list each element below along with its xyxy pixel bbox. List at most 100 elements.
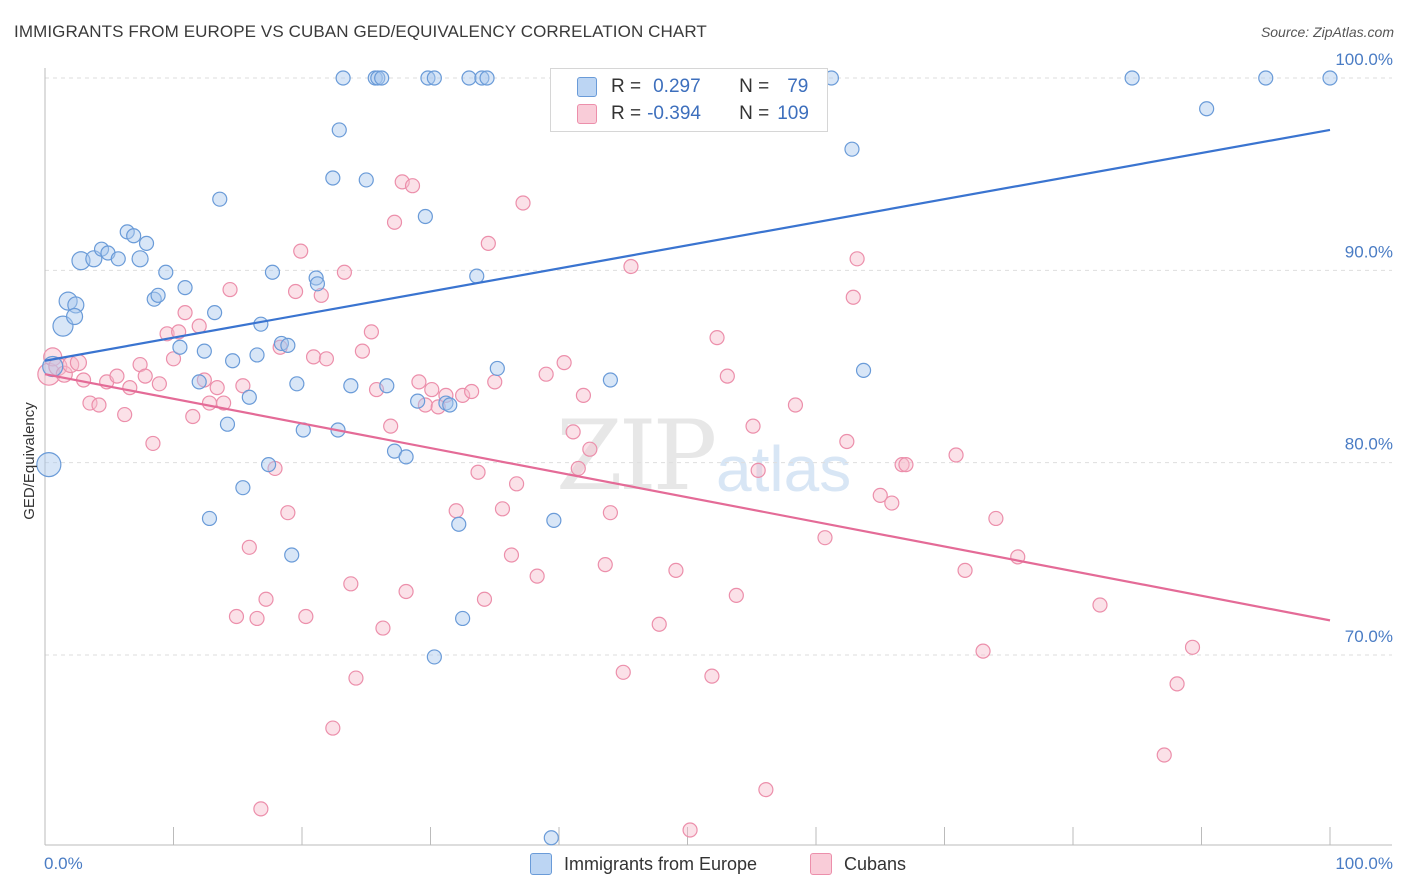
point-europe — [461, 70, 477, 86]
point-cubans — [122, 380, 138, 396]
bottom-legend-label-europe: Immigrants from Europe — [564, 853, 758, 874]
series-immigrants-from-europe — [36, 70, 1338, 846]
point-europe — [455, 610, 471, 627]
point-cubans — [651, 616, 667, 632]
point-europe — [131, 250, 149, 268]
point-europe — [212, 191, 228, 207]
x-tick-label-min: 0.0% — [44, 854, 83, 873]
point-cubans — [417, 397, 433, 413]
bottom-legend-swatch-blue — [530, 853, 552, 875]
point-cubans — [177, 305, 193, 321]
point-europe — [374, 70, 390, 86]
point-europe — [36, 451, 62, 478]
point-cubans — [191, 318, 207, 334]
point-cubans — [898, 456, 914, 473]
point-europe — [289, 376, 305, 392]
point-europe — [196, 343, 212, 359]
point-cubans — [151, 376, 167, 392]
watermark-atlas: atlas — [716, 433, 852, 505]
point-europe — [1124, 70, 1140, 86]
legend-swatch-blue — [577, 77, 597, 97]
point-cubans — [894, 456, 910, 473]
point-cubans — [988, 510, 1004, 527]
point-cubans — [787, 397, 804, 413]
point-cubans — [91, 397, 107, 413]
series-cubans — [37, 174, 1201, 838]
point-cubans — [704, 668, 720, 684]
point-cubans — [145, 435, 161, 452]
point-cubans — [398, 583, 414, 600]
point-cubans — [424, 381, 440, 398]
legend-n-label: N = — [739, 76, 770, 97]
legend-n-label: N = — [739, 103, 770, 124]
point-cubans — [386, 214, 403, 230]
point-cubans — [343, 576, 359, 592]
point-cubans — [623, 258, 639, 275]
point-europe — [138, 235, 155, 252]
watermark-zip: ZIP — [556, 400, 717, 512]
point-europe — [343, 378, 359, 394]
gridlines — [45, 77, 1392, 656]
point-cubans — [750, 462, 766, 478]
point-europe — [543, 830, 559, 846]
point-europe — [172, 339, 188, 355]
point-cubans — [318, 351, 335, 367]
y-tick-label: 100.0% — [1335, 50, 1393, 69]
point-cubans — [508, 476, 525, 492]
point-europe — [264, 264, 281, 280]
point-cubans — [448, 503, 464, 519]
bottom-legend-cubans: Cubans — [810, 852, 906, 876]
legend-n-value: 79 — [787, 76, 809, 97]
point-cubans — [845, 289, 861, 305]
point-cubans — [615, 664, 631, 680]
point-cubans — [325, 720, 341, 736]
legend-swatch-pink — [577, 104, 597, 124]
point-europe — [479, 70, 495, 86]
y-tick-label: 80.0% — [1345, 435, 1393, 454]
point-cubans — [201, 395, 218, 411]
point-cubans — [348, 670, 364, 686]
point-europe — [442, 397, 458, 413]
point-cubans — [872, 487, 888, 503]
point-cubans — [305, 349, 322, 365]
point-cubans — [817, 530, 833, 546]
point-cubans — [293, 243, 309, 259]
point-europe — [417, 208, 433, 225]
point-cubans — [570, 460, 586, 477]
point-cubans — [404, 178, 421, 194]
point-europe — [331, 122, 347, 138]
point-cubans — [975, 643, 991, 659]
point-europe — [219, 416, 236, 432]
point-cubans — [529, 568, 545, 584]
point-cubans — [82, 395, 98, 411]
y-tick-label: 70.0% — [1345, 627, 1393, 646]
point-cubans — [258, 591, 274, 607]
point-cubans — [480, 235, 496, 252]
point-cubans — [948, 447, 964, 463]
point-cubans — [249, 610, 265, 627]
point-cubans — [253, 801, 269, 817]
point-europe — [379, 378, 395, 394]
point-cubans — [313, 287, 329, 303]
point-cubans — [363, 324, 379, 340]
point-europe — [469, 268, 485, 284]
point-europe — [426, 649, 442, 665]
point-cubans — [758, 782, 774, 798]
point-cubans — [1156, 747, 1172, 763]
point-europe — [309, 276, 326, 292]
legend-row-cubans: R = -0.394 N = 109 — [577, 102, 809, 126]
point-cubans — [565, 424, 581, 440]
point-europe — [1258, 70, 1274, 86]
point-cubans — [1169, 676, 1185, 692]
point-europe — [410, 393, 426, 409]
point-cubans — [222, 281, 238, 298]
point-europe — [253, 316, 269, 332]
point-europe — [260, 456, 277, 473]
legend-row-europe: R = 0.297 N = 79 — [577, 75, 808, 99]
point-cubans — [185, 408, 201, 425]
point-europe — [426, 70, 442, 86]
point-cubans — [575, 387, 592, 403]
legend-r-value: 0.297 — [653, 76, 701, 97]
legend-r-value: -0.394 — [647, 103, 701, 124]
